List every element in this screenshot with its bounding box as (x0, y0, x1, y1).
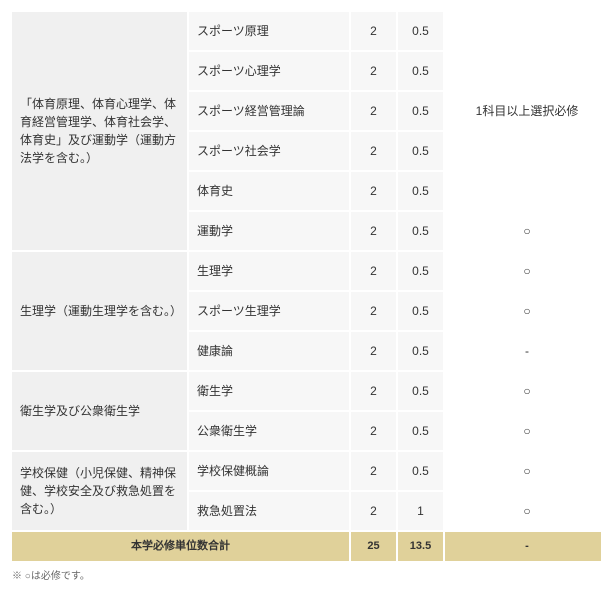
credits-cell: 2 (351, 452, 396, 490)
units-cell: 0.5 (398, 172, 443, 210)
subject-cell: 救急処置法 (189, 492, 349, 530)
total-c1: 25 (351, 532, 396, 561)
mark-cell: ○ (445, 492, 601, 530)
credits-cell: 2 (351, 332, 396, 370)
units-cell: 0.5 (398, 452, 443, 490)
table-row: 生理学（運動生理学を含む。）生理学20.5○ (12, 252, 601, 290)
table-row: 「体育原理、体育心理学、体育経営管理学、体育社会学、体育史」及び運動学（運動方法… (12, 12, 601, 50)
units-cell: 0.5 (398, 292, 443, 330)
total-c2: 13.5 (398, 532, 443, 561)
total-label: 本学必修単位数合計 (12, 532, 349, 561)
mark-cell: ○ (445, 292, 601, 330)
units-cell: 0.5 (398, 372, 443, 410)
credits-cell: 2 (351, 52, 396, 90)
subject-cell: 公衆衛生学 (189, 412, 349, 450)
credits-cell: 2 (351, 412, 396, 450)
category-cell: 「体育原理、体育心理学、体育経営管理学、体育社会学、体育史」及び運動学（運動方法… (12, 12, 187, 250)
units-cell: 0.5 (398, 92, 443, 130)
category-cell: 学校保健（小児保健、精神保健、学校安全及び救急処置を含む。） (12, 452, 187, 530)
units-cell: 0.5 (398, 12, 443, 50)
subject-cell: 学校保健概論 (189, 452, 349, 490)
subject-cell: スポーツ経営管理論 (189, 92, 349, 130)
total-row: 本学必修単位数合計2513.5- (12, 532, 601, 561)
footnote: ※ ○は必修です。 (10, 567, 601, 582)
table-row: 衛生学及び公衆衛生学衛生学20.5○ (12, 372, 601, 410)
credits-cell: 2 (351, 212, 396, 250)
mark-cell: ○ (445, 372, 601, 410)
credits-cell: 2 (351, 172, 396, 210)
subject-cell: スポーツ生理学 (189, 292, 349, 330)
total-mark: - (445, 532, 601, 561)
category-cell: 衛生学及び公衆衛生学 (12, 372, 187, 450)
curriculum-table: 「体育原理、体育心理学、体育経営管理学、体育社会学、体育史」及び運動学（運動方法… (10, 10, 601, 563)
credits-cell: 2 (351, 132, 396, 170)
subject-cell: スポーツ社会学 (189, 132, 349, 170)
mark-cell: ○ (445, 412, 601, 450)
units-cell: 1 (398, 492, 443, 530)
note-cell: 1科目以上選択必修 (445, 12, 601, 210)
subject-cell: 体育史 (189, 172, 349, 210)
mark-cell: ○ (445, 452, 601, 490)
credits-cell: 2 (351, 252, 396, 290)
units-cell: 0.5 (398, 212, 443, 250)
subject-cell: 健康論 (189, 332, 349, 370)
units-cell: 0.5 (398, 52, 443, 90)
mark-cell: - (445, 332, 601, 370)
credits-cell: 2 (351, 492, 396, 530)
mark-cell: ○ (445, 212, 601, 250)
subject-cell: スポーツ原理 (189, 12, 349, 50)
subject-cell: 衛生学 (189, 372, 349, 410)
subject-cell: 運動学 (189, 212, 349, 250)
credits-cell: 2 (351, 12, 396, 50)
table-row: 学校保健（小児保健、精神保健、学校安全及び救急処置を含む。）学校保健概論20.5… (12, 452, 601, 490)
subject-cell: スポーツ心理学 (189, 52, 349, 90)
credits-cell: 2 (351, 292, 396, 330)
credits-cell: 2 (351, 92, 396, 130)
subject-cell: 生理学 (189, 252, 349, 290)
units-cell: 0.5 (398, 252, 443, 290)
units-cell: 0.5 (398, 332, 443, 370)
category-cell: 生理学（運動生理学を含む。） (12, 252, 187, 370)
credits-cell: 2 (351, 372, 396, 410)
mark-cell: ○ (445, 252, 601, 290)
units-cell: 0.5 (398, 412, 443, 450)
units-cell: 0.5 (398, 132, 443, 170)
